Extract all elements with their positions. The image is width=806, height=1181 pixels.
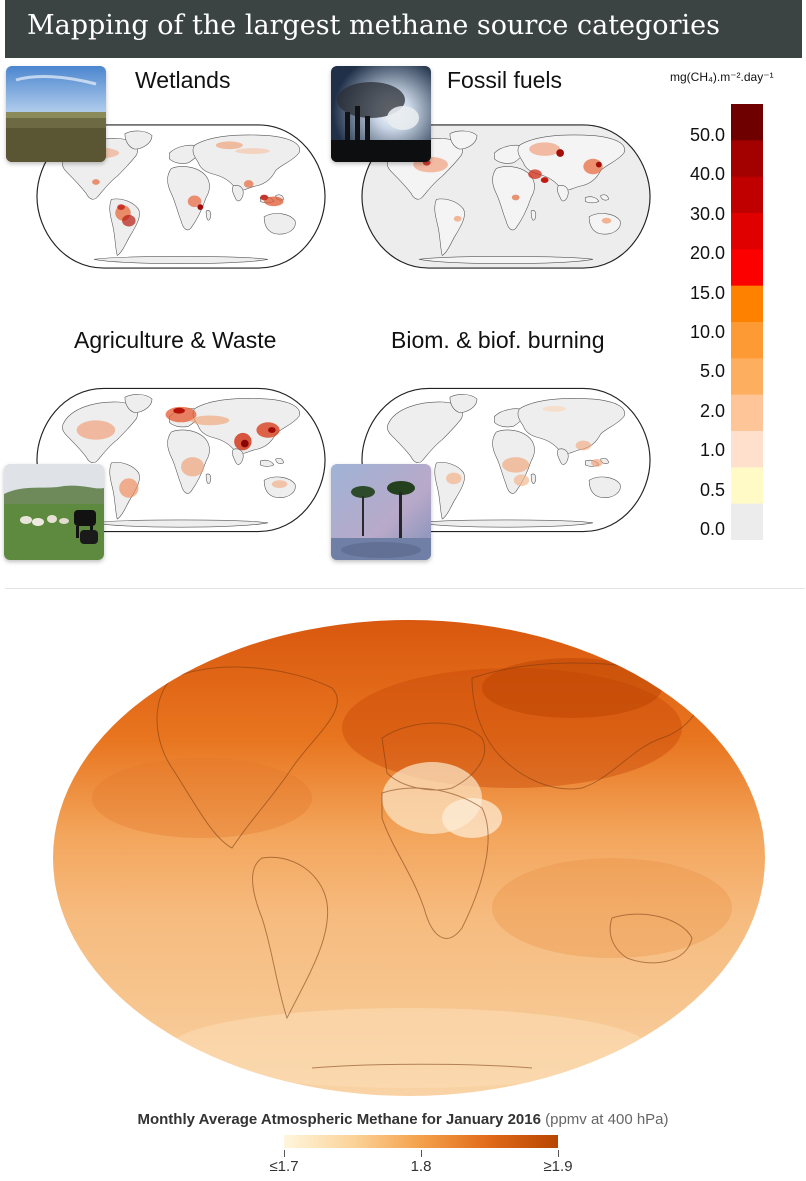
legend-color-step (731, 322, 763, 359)
methane-map-caption: Monthly Average Atmospheric Methane for … (0, 1111, 806, 1128)
legend-color-step (731, 249, 763, 287)
legend-color-step (731, 285, 763, 323)
agriculture-waste-panel: Agriculture & Waste (4, 318, 330, 578)
methane-colorbar (284, 1135, 558, 1148)
legend-colorbar (731, 104, 763, 540)
power-plant-smokestacks-photo-icon (331, 66, 431, 162)
section-divider (5, 588, 805, 589)
biomass-burning-emission-map (361, 387, 651, 533)
methane-map-caption-title: Monthly Average Atmospheric Methane for … (137, 1111, 541, 1128)
legend-tick-label: 10.0 (689, 322, 725, 342)
grazing-cattle-photo-icon (4, 464, 104, 560)
panel-title-wetlands: Wetlands (135, 67, 231, 93)
legend-color-step (731, 176, 763, 214)
fossil-fuels-panel: Fossil fuels (331, 62, 660, 282)
legend-color-step (731, 503, 763, 540)
methane-colorbar-tick (558, 1150, 559, 1157)
legend-tick-label: 0.0 (699, 519, 725, 539)
legend-tick-label: 20.0 (689, 243, 725, 264)
wetland-landscape-photo-icon (6, 66, 106, 162)
methane-colorbar-tick (421, 1150, 422, 1157)
methane-colorbar-tick-label: ≤1.7 (269, 1158, 299, 1175)
legend-color-step (731, 431, 763, 468)
title-banner: Mapping of the largest methane source ca… (5, 0, 802, 58)
legend-color-step (731, 467, 763, 505)
legend-tick-label: 30.0 (689, 203, 725, 224)
legend-tick-label: 50.0 (689, 125, 725, 145)
legend-color-step (731, 358, 763, 396)
panel-title-agriculture-waste: Agriculture & Waste (74, 327, 277, 353)
legend-tick-label: 15.0 (689, 282, 725, 303)
methane-colorbar-tick-label: ≥1.9 (543, 1158, 573, 1175)
biomass-burning-panel: Biom. & biof. burning (331, 318, 660, 578)
panel-title-biomass-burning: Biom. & biof. burning (391, 327, 605, 353)
legend-color-step (731, 394, 763, 432)
legend-tick-label: 1.0 (699, 440, 725, 461)
legend-tick-label: 40.0 (689, 164, 725, 185)
legend-tick-label: 0.5 (699, 479, 725, 500)
wetlands-emission-map (36, 124, 326, 269)
methane-colorbar-tick (284, 1150, 285, 1157)
legend-tick-label: 5.0 (699, 361, 725, 382)
legend-tick-label: 2.0 (699, 400, 725, 421)
agriculture-waste-emission-map (36, 387, 326, 533)
methane-colorbar-tick-label: 1.8 (410, 1158, 432, 1175)
legend-color-step (731, 140, 763, 178)
atmospheric-methane-map (53, 620, 765, 1096)
legend-color-step (731, 213, 763, 250)
legend-color-step (731, 104, 763, 141)
methane-map-caption-unit: (ppmv at 400 hPa) (545, 1111, 669, 1128)
legend-unit-label: mg(CH₄).m⁻².day⁻¹ (670, 70, 774, 84)
forest-fire-smoke-photo-icon (331, 464, 431, 560)
wetlands-panel: Wetlands (6, 62, 330, 282)
panel-title-fossil-fuels: Fossil fuels (447, 67, 563, 93)
page-title: Mapping of the largest methane source ca… (27, 10, 720, 41)
